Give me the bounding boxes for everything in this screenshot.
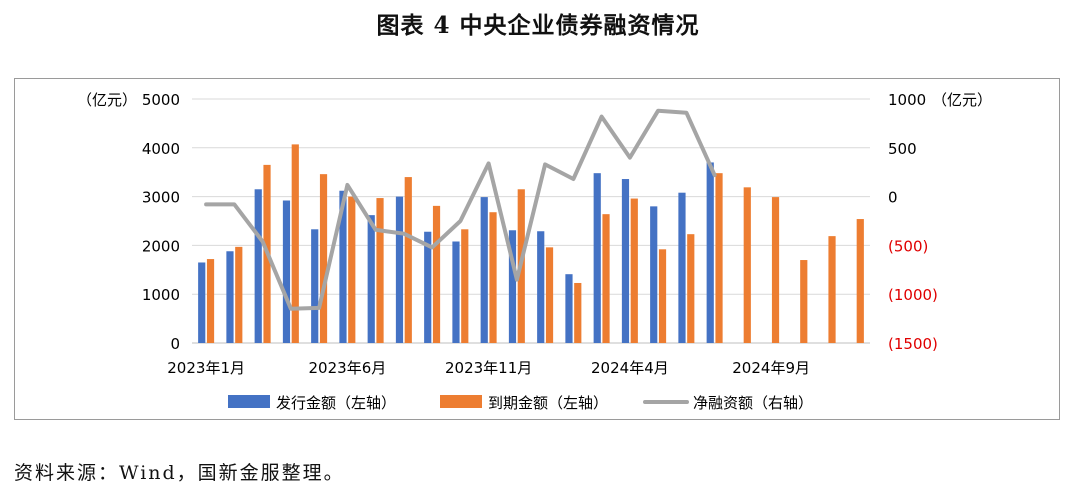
issuance-bar — [395, 196, 404, 343]
source-note: 资料来源：Wind，国新金服整理。 — [14, 462, 345, 484]
right-axis-tick-label: (1500) — [888, 335, 938, 353]
right-axis-unit: （亿元） — [932, 91, 992, 109]
maturity-bar — [348, 196, 356, 343]
maturity-bar — [743, 187, 751, 343]
left-axis-tick-label: 4000 — [142, 140, 180, 158]
maturity-bar — [630, 198, 638, 343]
right-axis-tick-label: (1000) — [888, 286, 938, 304]
maturity-bar — [856, 219, 864, 343]
maturity-bar — [291, 144, 299, 343]
left-axis-tick-label: 5000 — [142, 91, 180, 109]
legend-issuance-swatch — [228, 395, 270, 408]
issuance-bar — [565, 274, 573, 343]
issuance-bar — [480, 197, 488, 343]
legend-maturity-label: 到期金额（左轴） — [488, 394, 608, 412]
maturity-bar — [771, 197, 780, 343]
maturity-bar — [489, 212, 497, 343]
x-axis-tick-label: 2023年1月 — [167, 359, 245, 377]
chart-title: 图表 4 中央企业债券融资情况 — [376, 12, 700, 39]
maturity-bar — [602, 214, 610, 343]
maturity-bar — [687, 234, 695, 343]
x-axis-tick-label: 2024年9月 — [732, 359, 810, 377]
issuance-bar — [424, 231, 432, 343]
net-financing-line — [204, 108, 717, 311]
issuance-bar — [706, 162, 714, 343]
maturity-bar — [574, 282, 582, 343]
maturity-bar — [404, 177, 412, 343]
issuance-bar — [282, 200, 291, 343]
left-axis-tick-label: 0 — [170, 335, 180, 353]
issuance-bar — [537, 231, 545, 343]
maturity-bar — [828, 236, 836, 343]
chart-frame: 0 1000 2000 3000 4000 5000 (1500) (1000) (500) 0 5… — [14, 78, 1060, 420]
x-axis-tick-label: 2024年4月 — [591, 359, 669, 377]
maturity-bar — [432, 205, 441, 343]
issuance-bar — [593, 173, 601, 343]
issuance-bar — [621, 179, 630, 343]
legend-maturity-swatch — [440, 395, 482, 408]
issuance-bar — [678, 192, 686, 343]
right-axis-tick-label: 1000 — [888, 91, 926, 109]
maturity-bar — [461, 229, 469, 343]
maturity-bar — [235, 246, 243, 343]
maturity-bar — [545, 247, 554, 343]
issuance-bar — [508, 230, 517, 343]
right-axis-tick-label: (500) — [888, 237, 928, 255]
maturity-bar — [715, 173, 723, 343]
x-axis-tick-label: 2023年11月 — [445, 359, 532, 377]
left-axis-unit: （亿元） — [77, 91, 137, 109]
issuance-bar — [198, 262, 206, 343]
right-axis-tick-label: 500 — [888, 140, 917, 158]
maturity-bar — [800, 260, 808, 343]
maturity-bar — [206, 259, 215, 343]
left-axis-tick-label: 2000 — [142, 237, 180, 255]
legend-issuance-label: 发行金额（左轴） — [276, 394, 396, 412]
issuance-bar — [339, 190, 347, 343]
issuance-bar — [650, 206, 658, 343]
left-axis-tick-label: 1000 — [142, 286, 180, 304]
combo-chart: 0 1000 2000 3000 4000 5000 (1500) (1000) (500) 0 5… — [77, 91, 992, 412]
left-axis-tick-label: 3000 — [142, 189, 180, 207]
issuance-bar — [367, 215, 375, 343]
legend-net-label: 净融资额（右轴） — [693, 394, 813, 412]
maturity-bar — [319, 174, 328, 343]
issuance-bar — [452, 241, 460, 343]
maturity-bar — [658, 249, 667, 343]
maturity-bar — [376, 198, 384, 343]
issuance-bar — [226, 251, 234, 343]
x-axis-tick-label: 2023年6月 — [309, 359, 387, 377]
issuance-bar — [254, 189, 262, 343]
right-axis-tick-label: 0 — [888, 189, 898, 207]
issuance-bar — [311, 229, 319, 343]
